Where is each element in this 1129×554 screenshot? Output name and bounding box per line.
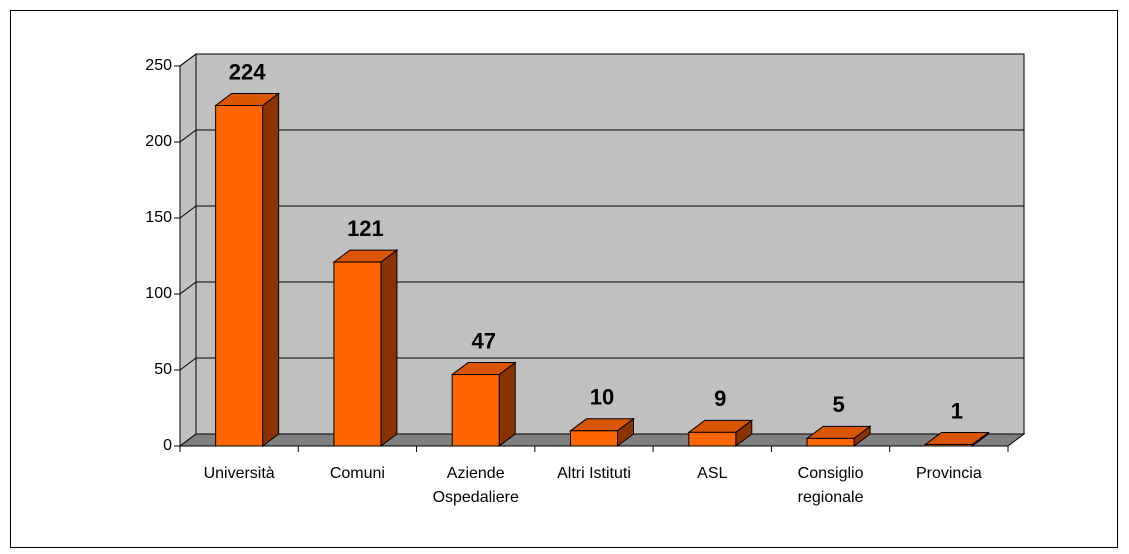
value-label: 121 [347, 216, 384, 241]
grid-line [179, 205, 197, 219]
value-label: 9 [714, 386, 726, 411]
x-tick-label: Comuni [329, 465, 385, 482]
value-label: 224 [229, 59, 266, 84]
y-tick-label: 250 [145, 57, 172, 74]
y-tick-label: 150 [145, 209, 172, 226]
back-wall [195, 53, 1025, 435]
side-wall [179, 53, 197, 447]
y-tick-label: 200 [145, 133, 172, 150]
bar [215, 105, 264, 447]
grid-line [179, 357, 197, 371]
bar-side [380, 249, 398, 447]
bar [688, 431, 737, 447]
x-tick-label: ASL [697, 465, 728, 482]
value-label: 5 [832, 392, 844, 417]
grid-line [179, 281, 197, 295]
value-label: 10 [590, 385, 614, 410]
y-tick-label: 0 [163, 437, 172, 454]
x-tick-label: Consiglio regionale [797, 465, 864, 506]
bar-side [498, 361, 516, 447]
bar-side [262, 92, 280, 447]
value-label: 1 [951, 398, 963, 423]
grid-line [179, 53, 197, 67]
x-tick-label: Provincia [915, 465, 982, 482]
x-tick-label: Aziende Ospedaliere [432, 465, 519, 506]
bar [570, 430, 618, 447]
x-tick-label: Università [203, 465, 275, 482]
bar [806, 437, 855, 447]
bar [333, 261, 382, 447]
x-tick-label: Altri Istituti [557, 465, 631, 482]
bar [451, 374, 500, 447]
value-label: 47 [471, 328, 495, 353]
y-tick-label: 100 [145, 285, 172, 302]
y-tick-label: 50 [154, 361, 172, 378]
bar [924, 443, 973, 447]
grid-line [179, 129, 197, 143]
